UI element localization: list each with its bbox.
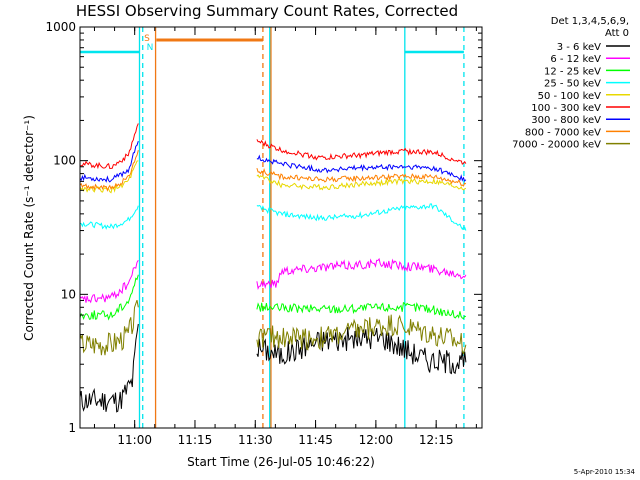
legend-header-line1: Det 1,3,4,5,6,9, bbox=[551, 16, 629, 27]
legend-label: 800 - 7000 keV bbox=[525, 127, 601, 138]
series-line-before-saa bbox=[79, 259, 139, 304]
y-tick-label: 1 bbox=[68, 421, 76, 435]
flag-n: N bbox=[147, 43, 154, 53]
legend-label: 12 - 25 keV bbox=[544, 66, 601, 77]
y-tick-label: 100 bbox=[53, 154, 76, 168]
series-line-after-saa bbox=[256, 174, 467, 191]
x-axis-label: Start Time (26-Jul-05 10:46:22) bbox=[187, 455, 375, 469]
series-line-before-saa bbox=[79, 123, 139, 170]
series-line-before-saa bbox=[79, 140, 139, 183]
series-line-before-saa bbox=[79, 299, 139, 356]
x-tick-label: 11:15 bbox=[178, 433, 213, 447]
series-line-after-saa bbox=[256, 139, 467, 165]
x-tick-label: 12:00 bbox=[359, 433, 394, 447]
series-line-after-saa bbox=[256, 327, 467, 375]
x-tick-label: 11:45 bbox=[298, 433, 333, 447]
y-tick-label: 1000 bbox=[45, 20, 76, 34]
x-tick-label: 12:15 bbox=[419, 433, 454, 447]
plot-frame bbox=[79, 26, 483, 429]
series-line-after-saa bbox=[256, 167, 467, 187]
series-line-after-saa bbox=[256, 301, 467, 320]
series-line-after-saa bbox=[256, 154, 467, 182]
series-line-before-saa bbox=[79, 205, 139, 230]
series-line-before-saa bbox=[79, 149, 139, 192]
series-line-before-saa bbox=[79, 323, 139, 413]
flag-s: S bbox=[144, 34, 150, 44]
series-lines bbox=[79, 123, 467, 413]
axes: 1 10 100 1000 11:00 11:15 11:30 11:45 12:00 12:15 bbox=[45, 20, 482, 447]
legend-label: 50 - 100 keV bbox=[538, 91, 602, 102]
x-tick-label: 11:30 bbox=[238, 433, 273, 447]
series-line-after-saa bbox=[256, 314, 467, 355]
series-line-before-saa bbox=[79, 160, 139, 194]
legend-label: 25 - 50 keV bbox=[544, 79, 601, 90]
legend-label: 100 - 300 keV bbox=[531, 103, 601, 114]
legend-label: 3 - 6 keV bbox=[557, 42, 601, 53]
chart-title: HESSI Observing Summary Count Rates, Cor… bbox=[76, 2, 458, 20]
series-line-before-saa bbox=[79, 274, 139, 321]
observing-periods bbox=[80, 27, 465, 428]
legend-header-line2: Att 0 bbox=[605, 28, 629, 39]
y-tick-label: 10 bbox=[61, 287, 76, 301]
series-line-after-saa bbox=[256, 203, 467, 231]
legend-label: 6 - 12 keV bbox=[550, 54, 601, 65]
footer-date: 5-Apr-2010 15:34 bbox=[574, 468, 636, 476]
legend-label: 7000 - 20000 keV bbox=[512, 140, 601, 151]
x-tick-label: 11:00 bbox=[117, 433, 152, 447]
series-line-after-saa bbox=[256, 257, 467, 290]
legend-label: 300 - 800 keV bbox=[531, 115, 601, 126]
y-axis-label: Corrected Count Rate (s⁻¹ detector⁻¹) bbox=[22, 115, 36, 341]
